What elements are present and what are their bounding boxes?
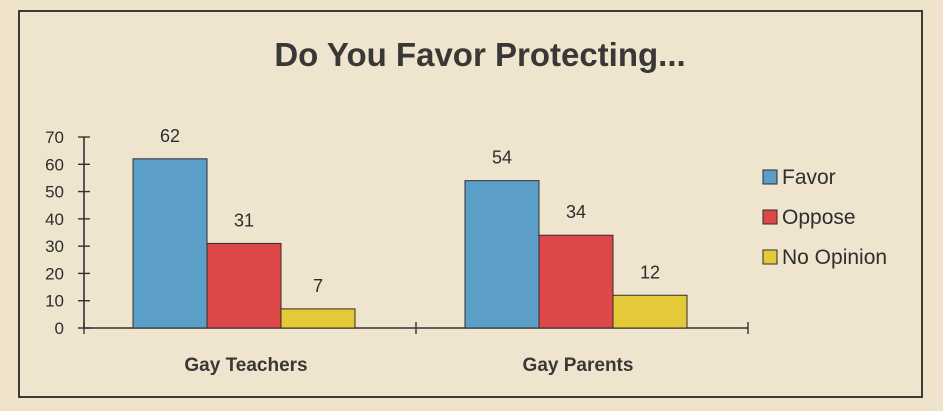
y-tick-label: 10 [45,292,64,311]
bar-no-opinion-1 [280,308,356,329]
bar-oppose-1 [206,242,282,329]
bars [132,158,688,329]
category-label: Gay Parents [523,355,634,376]
legend-swatch-oppose [762,209,778,225]
y-tick-label: 30 [45,237,64,256]
legend-label: Oppose [782,206,856,229]
data-label: 34 [566,202,586,222]
y-tick-label: 20 [45,264,64,283]
data-label: 62 [160,126,180,146]
legend-swatch-no-opinion [762,249,778,265]
category-label: Gay Teachers [184,355,307,376]
y-tick-label: 60 [45,155,64,174]
data-label: 54 [492,148,512,168]
y-tick-label: 0 [55,319,64,338]
data-label: 31 [234,210,254,230]
y-tick-label: 70 [45,128,64,147]
y-tick-label: 50 [45,183,64,202]
data-label: 7 [313,276,323,296]
data-labels: 62 31 7 54 34 12 [160,126,660,296]
legend: Favor Oppose No Opinion [762,166,887,269]
y-tick-label: 40 [45,210,64,229]
bar-favor-2 [464,180,540,329]
legend-label: No Opinion [782,246,887,269]
legend-label: Favor [782,166,836,189]
chart-title: Do You Favor Protecting... [274,36,685,73]
data-label: 12 [640,262,660,282]
bar-favor-1 [132,158,208,329]
bar-no-opinion-2 [612,294,688,329]
bar-oppose-2 [538,234,614,329]
legend-swatch-favor [762,169,778,185]
